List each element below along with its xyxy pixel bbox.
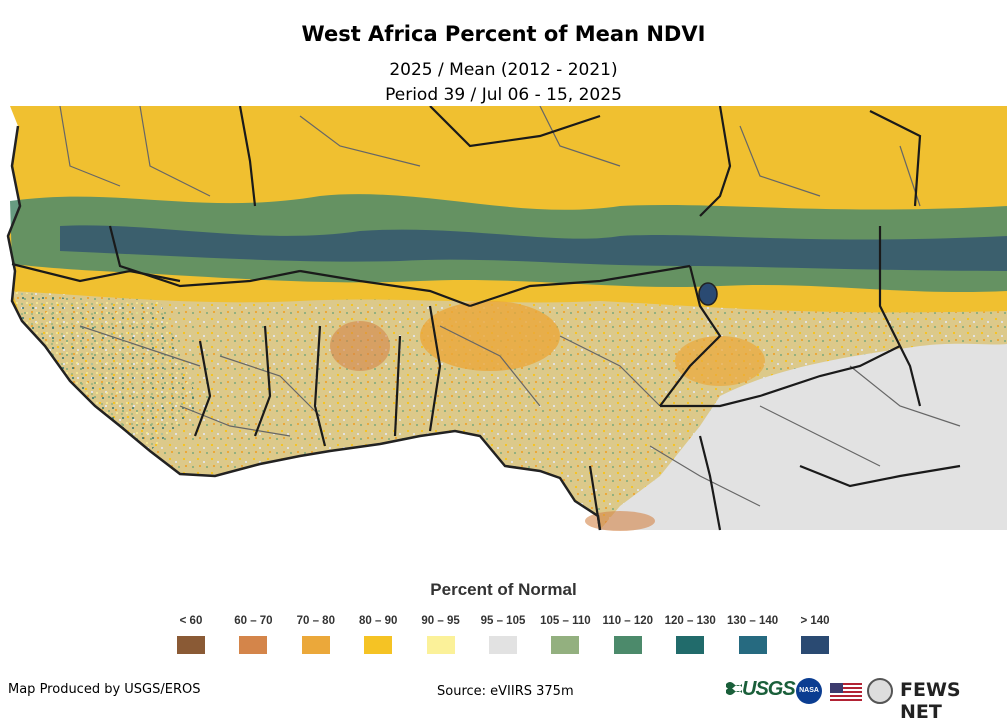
map-subtitle-period: 2025 / Mean (2012 - 2021) [389, 60, 618, 80]
legend-swatch [426, 636, 455, 654]
legend-item: < 60 [160, 614, 222, 654]
admin-boundaries [59, 106, 961, 507]
produced-by-credit: Map Produced by USGS/EROS [8, 682, 201, 697]
legend-title: Percent of Normal [430, 580, 577, 599]
legend: < 60 60 – 70 70 – 80 80 – 90 90 – 95 95 – 105… [160, 614, 846, 660]
legend-item: 120 – 130 [659, 614, 721, 654]
legend-item-label: > 140 [800, 615, 830, 627]
legend-item: 70 – 80 [285, 614, 347, 654]
legend-swatch [613, 636, 642, 654]
data-source: Source: eVIIRS 375m [437, 684, 574, 699]
country-boundaries [11, 106, 961, 531]
legend-item-label: 120 – 130 [664, 615, 716, 627]
legend-swatch [801, 636, 829, 654]
legend-item-label: < 60 [179, 615, 203, 627]
legend-item: 80 – 90 [347, 614, 409, 654]
us-flag-icon [830, 683, 862, 701]
legend-swatch [301, 636, 330, 654]
fews-net-logo-text: FEWS NET [900, 679, 961, 723]
legend-swatch [551, 636, 580, 654]
legend-item-label: 95 – 105 [480, 615, 526, 627]
legend-item: 130 – 140 [722, 614, 784, 654]
legend-swatch [676, 636, 705, 654]
state-dept-seal-icon [867, 678, 893, 704]
legend-item: > 140 [784, 614, 846, 654]
legend-swatch [177, 636, 205, 654]
usgs-logo-icon [726, 682, 742, 695]
legend-swatch [239, 636, 268, 654]
legend-item: 60 – 70 [222, 614, 284, 654]
legend-swatch [738, 636, 767, 654]
legend-item-label: 130 – 140 [727, 615, 779, 627]
map-title: West Africa Percent of Mean NDVI [301, 22, 706, 46]
land-mass [8, 106, 1007, 531]
map-subtitle-dekad: Period 39 / Jul 06 - 15, 2025 [385, 85, 622, 105]
legend-item-label: 60 – 70 [234, 615, 273, 627]
legend-item-label: 70 – 80 [296, 615, 335, 627]
legend-item: 95 – 105 [472, 614, 534, 654]
coastline [6, 125, 602, 531]
legend-item: 110 – 120 [597, 614, 659, 654]
legend-item-label: 110 – 120 [602, 615, 654, 627]
lake-chad [698, 282, 718, 306]
legend-item-label: 105 – 110 [540, 615, 591, 627]
legend-item: 90 – 95 [410, 614, 472, 654]
logo-strip: USGS NASA FEWS NET [726, 676, 996, 723]
legend-swatch [364, 636, 393, 654]
legend-item-label: 80 – 90 [359, 615, 398, 627]
nasa-logo-icon: NASA [796, 678, 822, 704]
ndvi-map [6, 106, 1007, 531]
legend-swatch [489, 636, 517, 654]
legend-item-label: 90 – 95 [421, 615, 460, 627]
legend-item: 105 – 110 [534, 614, 596, 654]
usgs-logo-text: USGS [742, 678, 796, 700]
